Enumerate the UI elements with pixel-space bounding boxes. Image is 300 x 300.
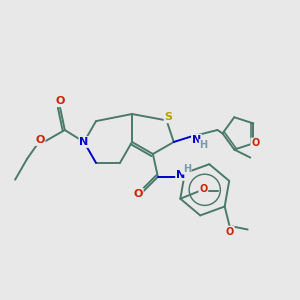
Text: O: O: [55, 96, 65, 106]
Text: H: H: [183, 164, 191, 174]
Text: O: O: [134, 189, 143, 199]
Text: N: N: [80, 137, 88, 147]
Text: O: O: [251, 138, 260, 148]
Text: N: N: [176, 170, 185, 180]
Text: O: O: [226, 226, 234, 236]
Text: N: N: [192, 135, 201, 145]
Text: S: S: [165, 112, 172, 122]
Text: O: O: [35, 135, 45, 145]
Text: O: O: [199, 184, 208, 194]
Text: H: H: [200, 140, 208, 150]
